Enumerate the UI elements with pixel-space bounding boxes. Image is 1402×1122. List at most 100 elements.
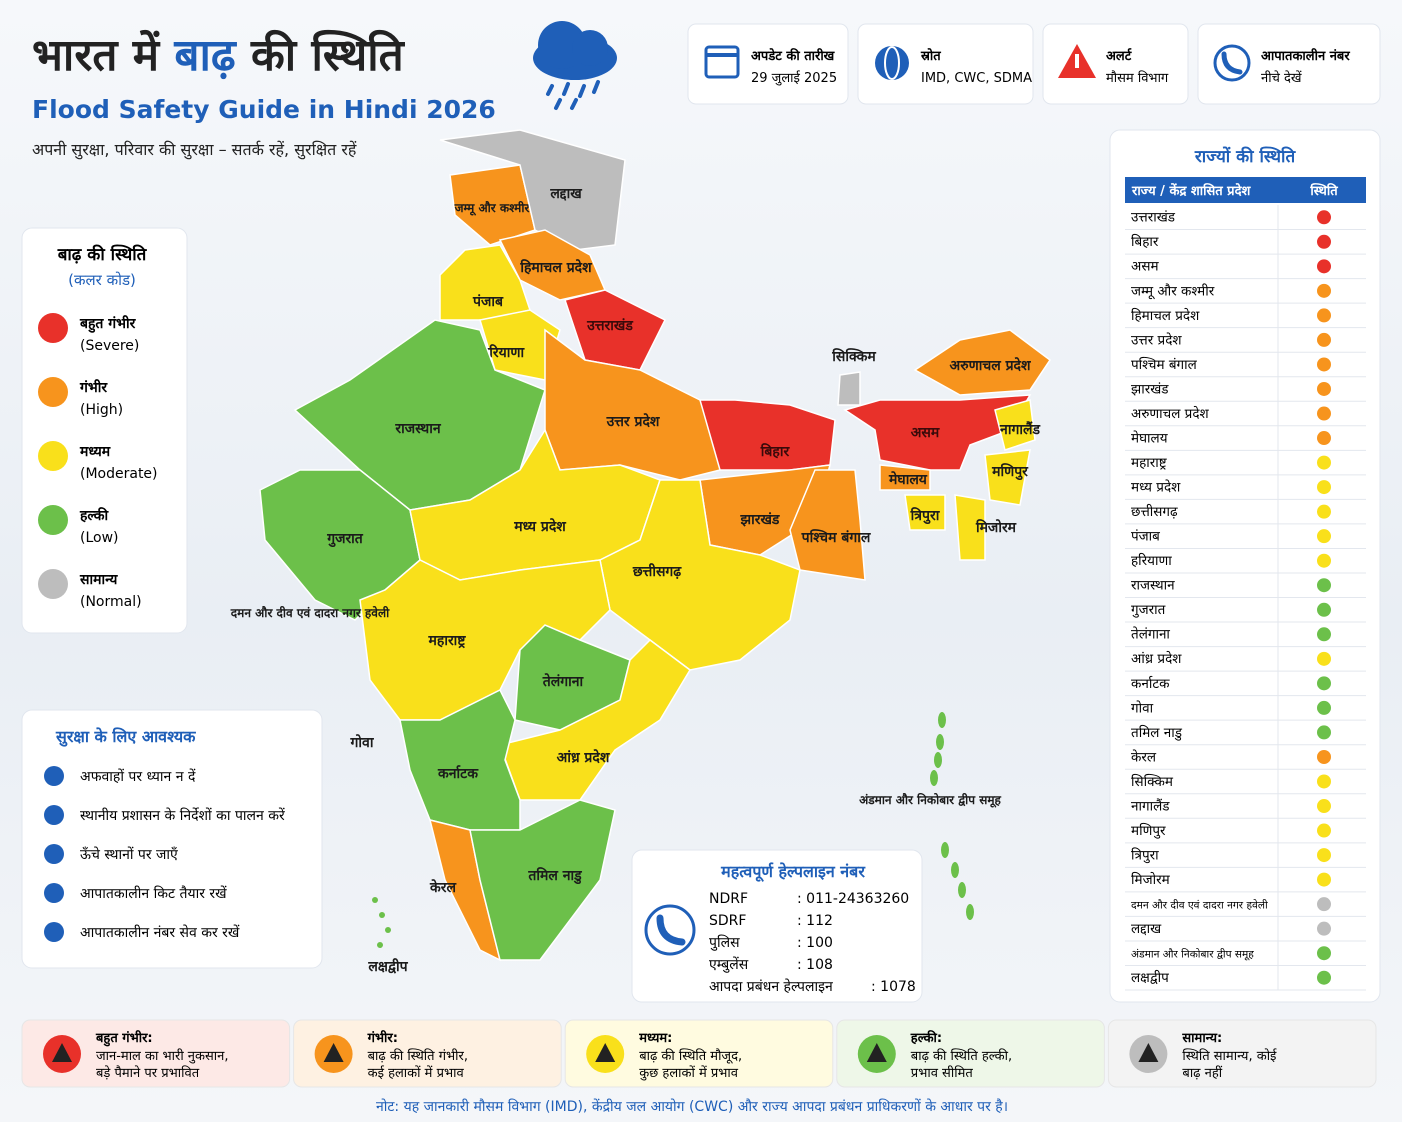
state-label: छत्तीसगढ़ xyxy=(632,563,682,580)
state-label: तेलंगाना xyxy=(542,673,585,690)
info-card xyxy=(857,23,1034,105)
severity-icon xyxy=(595,1043,616,1062)
severity-desc: प्रभाव सीमित xyxy=(911,1065,974,1081)
table-state: पश्चिम बंगाल xyxy=(1131,356,1198,373)
severity-title: बहुत गंभीर: xyxy=(95,1030,153,1047)
state-label: बिहार xyxy=(760,443,791,460)
safety-icon xyxy=(44,805,64,825)
status-dot xyxy=(1317,725,1331,740)
goa-marker xyxy=(404,731,412,739)
info-card-value: नीचे देखें xyxy=(1261,70,1302,86)
status-dot xyxy=(1317,578,1331,593)
status-dot xyxy=(1317,823,1331,838)
alert-icon xyxy=(1075,54,1079,68)
safety-item: ऊँचे स्थानों पर जाएँ xyxy=(80,846,178,863)
safety-icon xyxy=(44,766,64,786)
legend-swatch xyxy=(38,441,68,471)
legend-english: (Moderate) xyxy=(80,466,158,482)
table-state: उत्तर प्रदेश xyxy=(1131,331,1182,348)
status-dot xyxy=(1317,602,1331,617)
severity-card xyxy=(564,1019,834,1088)
table-state: नागालैंड xyxy=(1131,797,1170,814)
info-card-value: मौसम विभाग xyxy=(1106,70,1169,86)
island xyxy=(930,770,938,786)
legend-name: मध्यम xyxy=(79,444,111,460)
state-label: आंध्र प्रदेश xyxy=(557,749,610,766)
helpline-box-bg xyxy=(631,849,923,1003)
island xyxy=(966,904,974,920)
state-label: हरियाणा xyxy=(481,344,526,361)
state-label: नागालैंड xyxy=(999,421,1040,438)
island xyxy=(951,862,959,878)
state-label: अरुणाचल प्रदेश xyxy=(950,357,1031,374)
state-label: कर्नाटक xyxy=(437,765,479,782)
table-state: उत्तराखंड xyxy=(1131,210,1176,226)
table-state: हरियाणा xyxy=(1131,552,1172,569)
status-dot xyxy=(1317,921,1331,936)
state-label: मणिपुर xyxy=(991,463,1029,481)
severity-icon xyxy=(323,1043,344,1062)
state-label: झारखंड xyxy=(740,512,780,528)
severity-desc: बड़े पैमाने पर प्रभावित xyxy=(96,1065,200,1081)
state-label: असम xyxy=(911,425,940,441)
state-label: गोवा xyxy=(350,734,375,751)
status-dot xyxy=(1317,480,1331,495)
state-region xyxy=(904,494,946,531)
legend: बाढ़ की स्थिति (कलर कोड) बहुत गंभीर (Severe… xyxy=(21,227,188,634)
severity-title: हल्की: xyxy=(910,1030,942,1046)
severity-desc: बाढ़ की स्थिति हल्की, xyxy=(911,1048,1012,1064)
status-dot xyxy=(1317,774,1331,789)
table-state: मध्य प्रदेश xyxy=(1131,479,1181,496)
legend-english: (High) xyxy=(80,402,123,418)
info-card-label: स्रोत xyxy=(920,48,941,64)
island xyxy=(934,752,942,768)
status-dot xyxy=(1317,504,1331,519)
safety-icon xyxy=(44,844,64,864)
state-label: पंजाब xyxy=(472,294,504,310)
state-region xyxy=(469,799,616,961)
status-dot xyxy=(1317,357,1331,372)
state-region xyxy=(399,688,521,831)
helpline-label: आपदा प्रबंधन हेल्पलाइन xyxy=(709,978,833,995)
island xyxy=(938,712,946,728)
subtitle: Flood Safety Guide in Hindi 2026 xyxy=(32,95,496,124)
status-dot xyxy=(1317,234,1331,249)
severity-icon xyxy=(866,1043,887,1062)
table-state: केरल xyxy=(1131,748,1157,765)
table-state: असम xyxy=(1131,259,1159,275)
helpline-label: पुलिस xyxy=(709,934,740,951)
island xyxy=(941,842,949,858)
severity-icon xyxy=(1138,1043,1159,1062)
legend-english: (Severe) xyxy=(80,338,139,354)
safety-box: सुरक्षा के लिए आवश्यक अफवाहों पर ध्यान न … xyxy=(21,709,323,969)
table-header: राज्य / केंद्र शासित प्रदेश xyxy=(1131,183,1251,199)
info-card xyxy=(1197,23,1381,105)
state-region xyxy=(954,494,986,561)
status-dot xyxy=(1317,529,1331,544)
status-dot xyxy=(1317,872,1331,887)
state-label: मिजोरम xyxy=(975,519,1017,536)
safety-icon xyxy=(44,922,64,942)
status-dot xyxy=(1317,700,1331,715)
legend-swatch xyxy=(38,505,68,535)
status-dot xyxy=(1317,308,1331,323)
table-header-bg xyxy=(1125,177,1366,203)
severity-card xyxy=(836,1019,1105,1088)
severity-card xyxy=(293,1019,562,1088)
note: नोट: यह जानकारी मौसम विभाग (IMD), केंद्र… xyxy=(376,1098,1008,1115)
table-state: छत्तीसगढ़ xyxy=(1131,503,1178,520)
state-label: मध्य प्रदेश xyxy=(513,518,566,535)
table-state: बिहार xyxy=(1131,233,1159,250)
india-map: जम्मू और कश्मीर लद्दाख हिमाचल प्रदेश पंजाब उ… xyxy=(230,129,1052,975)
legend-swatch xyxy=(38,313,68,343)
info-card-label: आपातकालीन नंबर xyxy=(1261,48,1350,64)
severity-icon xyxy=(52,1043,72,1062)
state-region xyxy=(439,244,531,321)
legend-title: बाढ़ की स्थिति xyxy=(57,244,148,265)
state-region xyxy=(499,639,691,801)
status-dot xyxy=(1317,553,1331,568)
status-dot xyxy=(1317,259,1331,274)
helpline-number: : 011-24363260 xyxy=(797,891,909,907)
state-region xyxy=(913,329,1052,396)
table-state: अरुणाचल प्रदेश xyxy=(1131,405,1210,422)
